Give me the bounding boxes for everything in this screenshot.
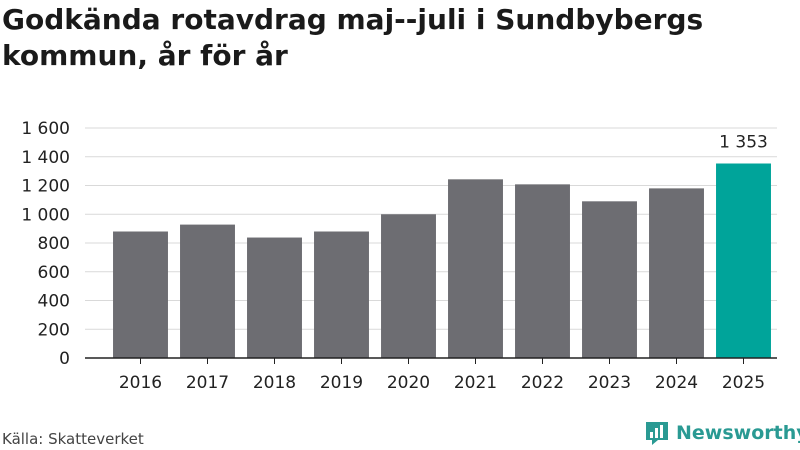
bar-2022 — [515, 184, 570, 358]
y-tick-label: 600 — [38, 263, 70, 283]
bar-2023 — [582, 201, 637, 358]
bar-chart-logo-icon — [646, 422, 668, 445]
x-tick-label: 2017 — [186, 373, 229, 393]
x-tick-label: 2025 — [722, 373, 765, 393]
y-tick-label: 0 — [59, 349, 70, 369]
chart-title: Godkända rotavdrag maj--juli i Sundbyber… — [2, 3, 704, 72]
bars — [113, 163, 771, 358]
bar-2021 — [448, 179, 503, 358]
y-tick-label: 1 600 — [21, 119, 70, 139]
data-label: 1 353 — [719, 133, 768, 153]
bar-2018 — [247, 237, 302, 358]
x-tick-label: 2020 — [387, 373, 430, 393]
bar-2024 — [649, 188, 704, 358]
bar-2019 — [314, 231, 369, 358]
y-axis-ticks: 0 200 400 600 800 1 000 1 200 1 400 1 600 — [21, 119, 70, 369]
y-tick-label: 200 — [38, 320, 70, 340]
bar-2020 — [381, 214, 436, 358]
y-tick-label: 800 — [38, 234, 70, 254]
x-tick-label: 2024 — [655, 373, 698, 393]
x-tick-label: 2021 — [454, 373, 497, 393]
y-tick-label: 400 — [38, 292, 70, 312]
x-tick-label: 2016 — [119, 373, 162, 393]
y-tick-label: 1 200 — [21, 177, 70, 197]
source-note: Källa: Skatteverket — [2, 430, 144, 448]
x-tick-label: 2022 — [521, 373, 564, 393]
x-tick-label: 2018 — [253, 373, 296, 393]
brand-name: Newsworthy — [676, 422, 800, 444]
data-labels: 1 353 — [719, 133, 768, 153]
bar-2017 — [180, 224, 235, 358]
x-axis-ticks: 2016 2017 2018 2019 2020 2021 2022 2023 2024 2025 — [119, 358, 765, 393]
bar-2016 — [113, 231, 168, 358]
brand-logo: Newsworthy — [644, 420, 800, 446]
bar-2025 — [716, 163, 771, 358]
y-tick-label: 1 000 — [21, 205, 70, 225]
y-tick-label: 1 400 — [21, 148, 70, 168]
x-tick-label: 2023 — [588, 373, 631, 393]
x-tick-label: 2019 — [320, 373, 363, 393]
